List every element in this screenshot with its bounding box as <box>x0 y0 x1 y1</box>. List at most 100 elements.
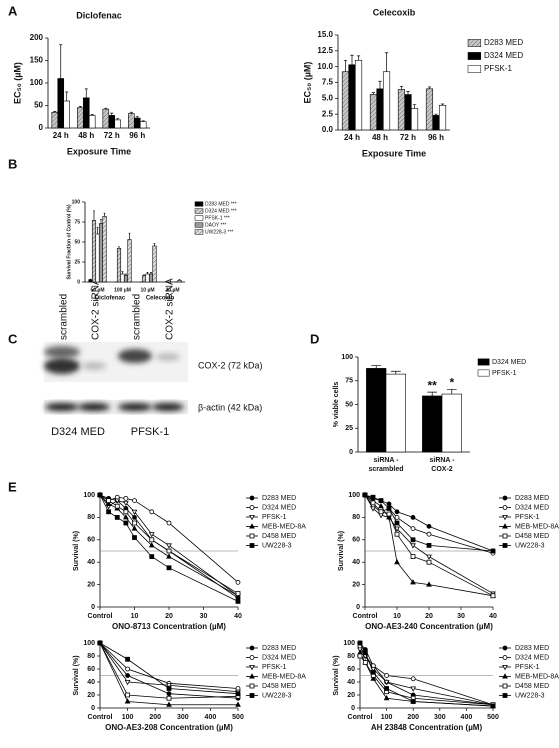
x-tick-label: 300 <box>177 714 189 721</box>
bar <box>102 108 110 129</box>
x-tick-label: 24 h <box>53 131 69 140</box>
band <box>44 346 80 358</box>
bar <box>51 111 59 129</box>
marker <box>490 593 496 599</box>
marker <box>149 537 155 543</box>
legend-label: UW228-3 <box>262 692 292 699</box>
y-axis-label: Survival (%) <box>338 531 345 571</box>
lane-label: scrambled <box>132 294 143 340</box>
marker <box>384 686 390 691</box>
marker <box>410 537 416 543</box>
marker <box>148 532 155 538</box>
bar <box>422 395 443 453</box>
x-tick-label: 24 h <box>344 133 360 142</box>
legend-swatch <box>194 229 204 235</box>
y-tick-label: 200 <box>30 33 44 42</box>
marker <box>125 673 130 678</box>
error-bar <box>399 85 404 90</box>
bar <box>91 220 97 283</box>
x-tick-label: 20 <box>425 613 433 620</box>
marker <box>114 503 120 509</box>
marker <box>132 535 137 540</box>
x-tick-label: Control <box>88 613 113 620</box>
marker <box>106 498 112 504</box>
marker <box>132 498 137 504</box>
y-axis-label: Survival (%) <box>333 655 340 695</box>
x-tick-label: 10 <box>393 613 401 620</box>
x-tick-label: COX-2 <box>431 466 453 473</box>
x-tick-label: 40 <box>489 613 497 620</box>
band <box>44 358 80 374</box>
y-tick-label: 0 <box>91 604 95 611</box>
chart-title: Diclofenac <box>76 10 122 20</box>
legend-label: MEB-MED-8A <box>515 673 559 680</box>
legend-label: UW228-3 <box>515 542 545 549</box>
marker <box>149 554 155 559</box>
significance: * <box>449 375 454 389</box>
y-tick-label: 0 <box>349 449 353 456</box>
y-tick-label: 20 <box>347 692 355 699</box>
x-axis-label: Exposure Time <box>362 148 426 158</box>
bar <box>404 94 412 131</box>
series-line <box>99 642 239 693</box>
marker <box>166 691 172 697</box>
error-bar <box>121 271 124 274</box>
legend-marker <box>249 683 255 689</box>
legend-marker <box>502 673 508 679</box>
y-axis-label: EC₅₀ (µM) <box>302 62 312 104</box>
panel-label: C <box>8 331 18 346</box>
legend-label: D324 MED <box>262 654 296 661</box>
error-bar <box>100 219 102 224</box>
legend-label: UW228-3 *** <box>205 229 233 235</box>
marker <box>386 511 392 517</box>
legend-marker <box>249 655 255 660</box>
band-label: β-actin (42 kDa) <box>198 402 262 412</box>
band <box>45 403 79 411</box>
x-tick-label: 48 h <box>372 133 388 142</box>
y-tick-label: 15.0 <box>317 30 333 39</box>
marker <box>132 520 137 526</box>
band <box>82 362 106 370</box>
bar <box>425 88 434 131</box>
bar <box>397 89 406 131</box>
legend-marker <box>249 523 255 529</box>
marker <box>166 548 172 554</box>
marker <box>114 515 120 520</box>
bar <box>120 273 125 283</box>
legend-label: D283 MED <box>515 645 549 652</box>
y-tick-label: 60 <box>87 666 95 673</box>
marker <box>123 495 129 501</box>
bar <box>95 233 100 283</box>
marker <box>410 554 416 559</box>
bar <box>63 100 70 129</box>
y-tick-label: 20 <box>352 581 360 588</box>
x-tick-label: 96 h <box>129 131 145 140</box>
marker <box>426 523 432 529</box>
marker <box>378 498 384 504</box>
legend-label: D458 MED <box>262 533 296 540</box>
error-bar <box>128 232 131 240</box>
marker <box>106 509 112 515</box>
y-tick-label: 0 <box>356 604 360 611</box>
bar <box>128 113 135 129</box>
bar <box>177 280 182 283</box>
legend-label: PFSK-1 <box>262 664 287 671</box>
y-tick-label: 100 <box>343 640 355 647</box>
panel-label: A <box>8 3 18 18</box>
y-axis-label: % viable cells <box>333 382 340 428</box>
legend-label: D283 MED *** <box>205 201 237 207</box>
marker <box>394 558 400 565</box>
legend-label: D283 MED <box>484 38 523 47</box>
marker <box>410 543 416 549</box>
y-tick-label: 25 <box>74 259 80 265</box>
error-bar <box>427 86 432 89</box>
x-tick-label: 50 µM <box>91 287 105 293</box>
y-tick-label: 40 <box>352 559 360 566</box>
x-tick-label: 30 <box>200 613 208 620</box>
x-tick-label: siRNA - <box>429 457 455 464</box>
marker <box>166 686 172 691</box>
y-tick-label: 0 <box>77 279 80 285</box>
legend-marker <box>249 495 255 501</box>
legend-marker <box>502 523 508 529</box>
x-tick-label: 500 <box>487 714 499 721</box>
